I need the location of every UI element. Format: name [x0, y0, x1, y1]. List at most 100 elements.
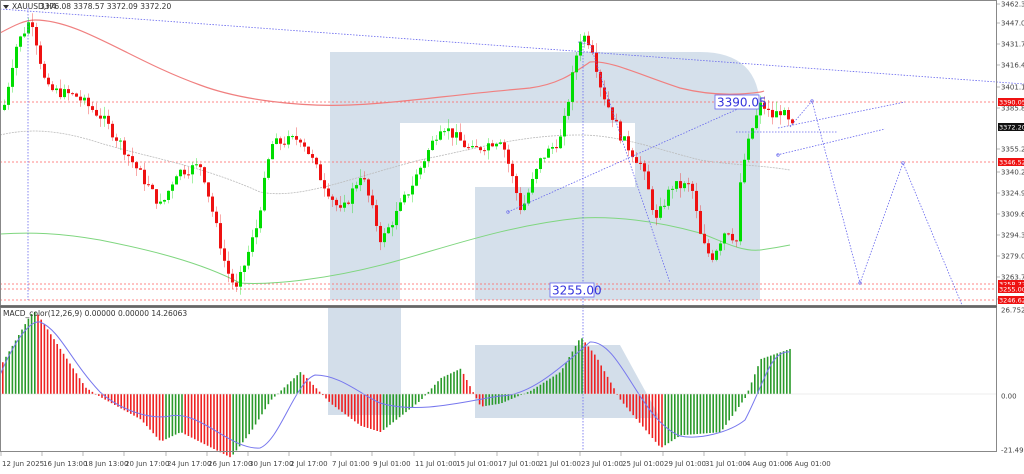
candle-body[interactable] — [695, 190, 698, 211]
candle-body[interactable] — [531, 178, 534, 193]
candle-body[interactable] — [511, 163, 514, 177]
candle-body[interactable] — [731, 233, 734, 241]
candle-body[interactable] — [431, 140, 434, 151]
candle-body[interactable] — [679, 181, 682, 189]
candle-body[interactable] — [155, 189, 158, 204]
candle-body[interactable] — [247, 251, 250, 266]
candle-body[interactable] — [567, 101, 570, 116]
price-label-box[interactable] — [998, 296, 1024, 304]
candlesticks[interactable] — [3, 13, 794, 295]
candle-body[interactable] — [459, 132, 462, 141]
candle-body[interactable] — [475, 146, 478, 148]
candle-body[interactable] — [655, 210, 658, 218]
candle-body[interactable] — [591, 45, 594, 53]
candle-body[interactable] — [515, 176, 518, 194]
candle-body[interactable] — [535, 169, 538, 179]
candle-body[interactable] — [7, 86, 10, 105]
candle-body[interactable] — [315, 157, 318, 165]
candle-body[interactable] — [651, 189, 654, 211]
candle-body[interactable] — [71, 93, 74, 95]
candle-body[interactable] — [163, 199, 166, 202]
candle-body[interactable] — [99, 115, 102, 119]
candle-body[interactable] — [631, 150, 634, 158]
candle-body[interactable] — [527, 192, 530, 204]
candle-body[interactable] — [207, 182, 210, 197]
candle-body[interactable] — [479, 147, 482, 151]
candle-body[interactable] — [735, 240, 738, 242]
candle-body[interactable] — [663, 205, 666, 207]
candle-body[interactable] — [415, 174, 418, 186]
candle-body[interactable] — [147, 184, 150, 186]
candle-body[interactable] — [395, 210, 398, 226]
candle-body[interactable] — [275, 138, 278, 145]
candle-body[interactable] — [443, 131, 446, 133]
candle-body[interactable] — [191, 165, 194, 175]
candle-body[interactable] — [619, 121, 622, 141]
candle-body[interactable] — [391, 225, 394, 228]
trend-line[interactable] — [777, 101, 906, 129]
candle-body[interactable] — [611, 107, 614, 120]
candle-body[interactable] — [739, 182, 742, 242]
candle-body[interactable] — [107, 115, 110, 124]
candle-body[interactable] — [119, 140, 122, 142]
candle-body[interactable] — [223, 248, 226, 261]
candle-body[interactable] — [311, 154, 314, 158]
trend-line[interactable] — [577, 41, 591, 45]
candle-body[interactable] — [143, 169, 146, 185]
trend-line[interactable] — [776, 128, 886, 156]
candle-body[interactable] — [279, 138, 282, 144]
candle-body[interactable] — [139, 168, 142, 170]
candle-body[interactable] — [339, 205, 342, 208]
candle-body[interactable] — [767, 108, 770, 110]
candle-body[interactable] — [79, 96, 82, 101]
candle-body[interactable] — [751, 128, 754, 139]
macd-pane[interactable] — [0, 312, 997, 458]
candle-body[interactable] — [187, 174, 190, 176]
anchor-point[interactable] — [901, 161, 905, 165]
candle-body[interactable] — [483, 150, 486, 152]
candle-body[interactable] — [559, 136, 562, 149]
candle-body[interactable] — [31, 22, 34, 28]
candle-body[interactable] — [43, 63, 46, 78]
candle-body[interactable] — [675, 181, 678, 189]
candle-body[interactable] — [563, 115, 566, 137]
candle-body[interactable] — [59, 88, 62, 98]
candle-body[interactable] — [555, 147, 558, 149]
candle-body[interactable] — [635, 157, 638, 163]
candle-body[interactable] — [51, 84, 54, 91]
candle-body[interactable] — [363, 178, 366, 180]
candle-body[interactable] — [67, 89, 70, 94]
candle-body[interactable] — [687, 183, 690, 185]
candle-body[interactable] — [63, 89, 66, 98]
candle-body[interactable] — [335, 199, 338, 206]
candle-body[interactable] — [255, 228, 258, 238]
candle-body[interactable] — [643, 163, 646, 172]
candle-body[interactable] — [287, 136, 290, 145]
candle-body[interactable] — [307, 146, 310, 155]
trend-line[interactable] — [0, 8, 1024, 85]
candle-body[interactable] — [251, 237, 254, 252]
price-label-box[interactable] — [998, 98, 1024, 106]
candle-body[interactable] — [159, 201, 162, 204]
candle-body[interactable] — [423, 161, 426, 168]
candle-body[interactable] — [463, 140, 466, 148]
candle-body[interactable] — [195, 164, 198, 166]
target-label-lower[interactable]: 3255.00 — [549, 282, 602, 298]
candle-body[interactable] — [467, 147, 470, 149]
candle-body[interactable] — [775, 111, 778, 118]
candle-body[interactable] — [551, 147, 554, 149]
candle-body[interactable] — [623, 136, 626, 141]
candle-body[interactable] — [171, 184, 174, 191]
candle-body[interactable] — [787, 110, 790, 120]
candle-body[interactable] — [711, 253, 714, 260]
candle-body[interactable] — [87, 97, 90, 107]
trend-line[interactable] — [507, 98, 761, 213]
candle-body[interactable] — [763, 102, 766, 109]
candle-body[interactable] — [607, 99, 610, 108]
candle-body[interactable] — [203, 167, 206, 183]
candle-body[interactable] — [211, 196, 214, 212]
candle-body[interactable] — [355, 185, 358, 189]
candle-body[interactable] — [259, 210, 262, 229]
candle-body[interactable] — [399, 202, 402, 211]
